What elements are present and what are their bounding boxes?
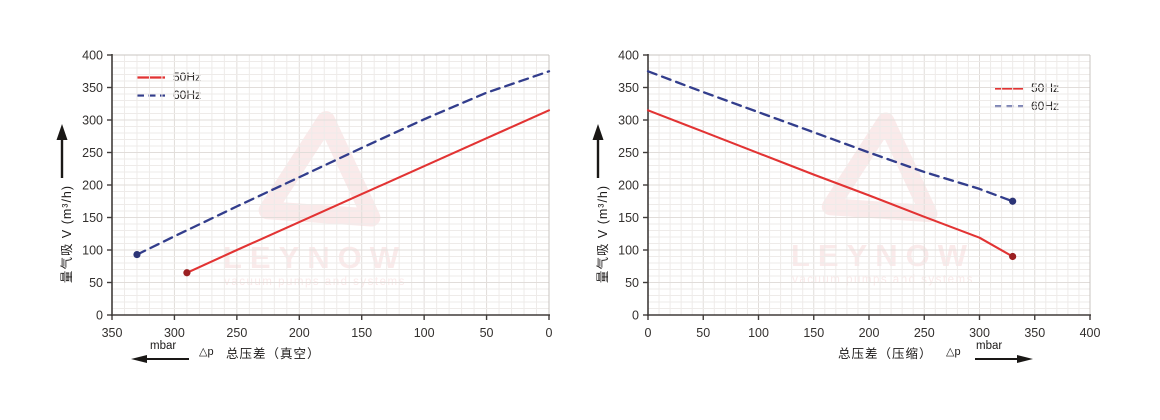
y-tick-label: 350	[618, 81, 639, 95]
compression-x-axis-caption: 总压差（压缩）	[838, 347, 933, 361]
y-tick-label: 400	[82, 49, 103, 63]
series-60hz-line	[135, 70, 551, 256]
y-tick-label: 300	[82, 114, 103, 128]
x-tick-label: 250	[914, 326, 935, 340]
axis-ticks: 350 300 250 200 150 100 50 0 0 50 100 150 200 250 300 3…	[82, 49, 552, 341]
grid	[648, 55, 1090, 315]
grid	[112, 55, 549, 315]
y-tick-label: 400	[618, 49, 639, 63]
x-tick-label: 150	[803, 326, 824, 340]
marker-60hz	[1009, 197, 1017, 205]
legend-line-60hz-icon	[137, 93, 165, 97]
legend-line-60hz-icon	[995, 104, 1023, 108]
compression-x-unit-label: mbar	[976, 340, 1003, 352]
vacuum-delta-p-label: △p	[199, 346, 214, 358]
x-tick-label: 400	[1080, 326, 1101, 340]
y-tick-label: 50	[625, 276, 639, 290]
y-tick-label: 0	[96, 309, 103, 323]
y-tick-label: 250	[618, 146, 639, 160]
compression-y-axis-arrow-up-icon	[592, 124, 604, 178]
y-tick-label: 150	[618, 211, 639, 225]
y-tick-label: 100	[82, 244, 103, 258]
y-tick-label: 50	[89, 276, 103, 290]
legend-item-60hz: 60Hz	[994, 97, 1059, 115]
y-tick-label: 350	[82, 81, 103, 95]
y-tick-label: 100	[618, 244, 639, 258]
compression-x-arrow-right-icon	[975, 355, 1033, 363]
y-tick-label: 200	[82, 179, 103, 193]
compression-delta-p-label: △p	[946, 346, 961, 358]
x-tick-label: 150	[351, 326, 372, 340]
vacuum-y-axis-arrow-up-icon	[56, 124, 68, 178]
x-tick-label: 300	[164, 326, 185, 340]
y-tick-label: 200	[618, 179, 639, 193]
y-tick-label: 300	[618, 114, 639, 128]
x-tick-label: 300	[969, 326, 990, 340]
y-tick-label: 150	[82, 211, 103, 225]
series-50hz-line	[646, 109, 1014, 258]
x-tick-label: 0	[546, 326, 553, 340]
x-tick-label: 100	[414, 326, 435, 340]
vacuum-x-arrow-left-icon	[131, 355, 189, 363]
marker-50hz	[1009, 252, 1017, 261]
x-tick-label: 100	[748, 326, 769, 340]
legend-label-60hz: 60Hz	[1031, 99, 1060, 113]
x-tick-label: 350	[1024, 326, 1045, 340]
x-tick-label: 50	[480, 326, 494, 340]
y-tick-label: 250	[82, 146, 103, 160]
x-tick-label: 50	[696, 326, 710, 340]
axis-ticks: 0 50 100 150 200 250 300 350 400 0 50 100 150 200 250 3…	[618, 49, 1100, 341]
x-tick-label: 200	[859, 326, 880, 340]
marker-50hz	[183, 269, 191, 277]
vacuum-x-axis-caption: 总压差（真空）	[226, 347, 321, 361]
series-60hz-line	[646, 70, 1014, 203]
series-50hz-line	[185, 109, 551, 274]
x-tick-label: 200	[289, 326, 310, 340]
x-tick-label: 0	[645, 326, 652, 340]
x-tick-label: 350	[102, 326, 123, 340]
legend-line-50hz-icon	[137, 75, 165, 79]
x-tick-label: 250	[226, 326, 247, 340]
marker-60hz	[133, 250, 141, 259]
vacuum-x-unit-label: mbar	[150, 340, 177, 352]
y-tick-label: 0	[632, 309, 639, 323]
